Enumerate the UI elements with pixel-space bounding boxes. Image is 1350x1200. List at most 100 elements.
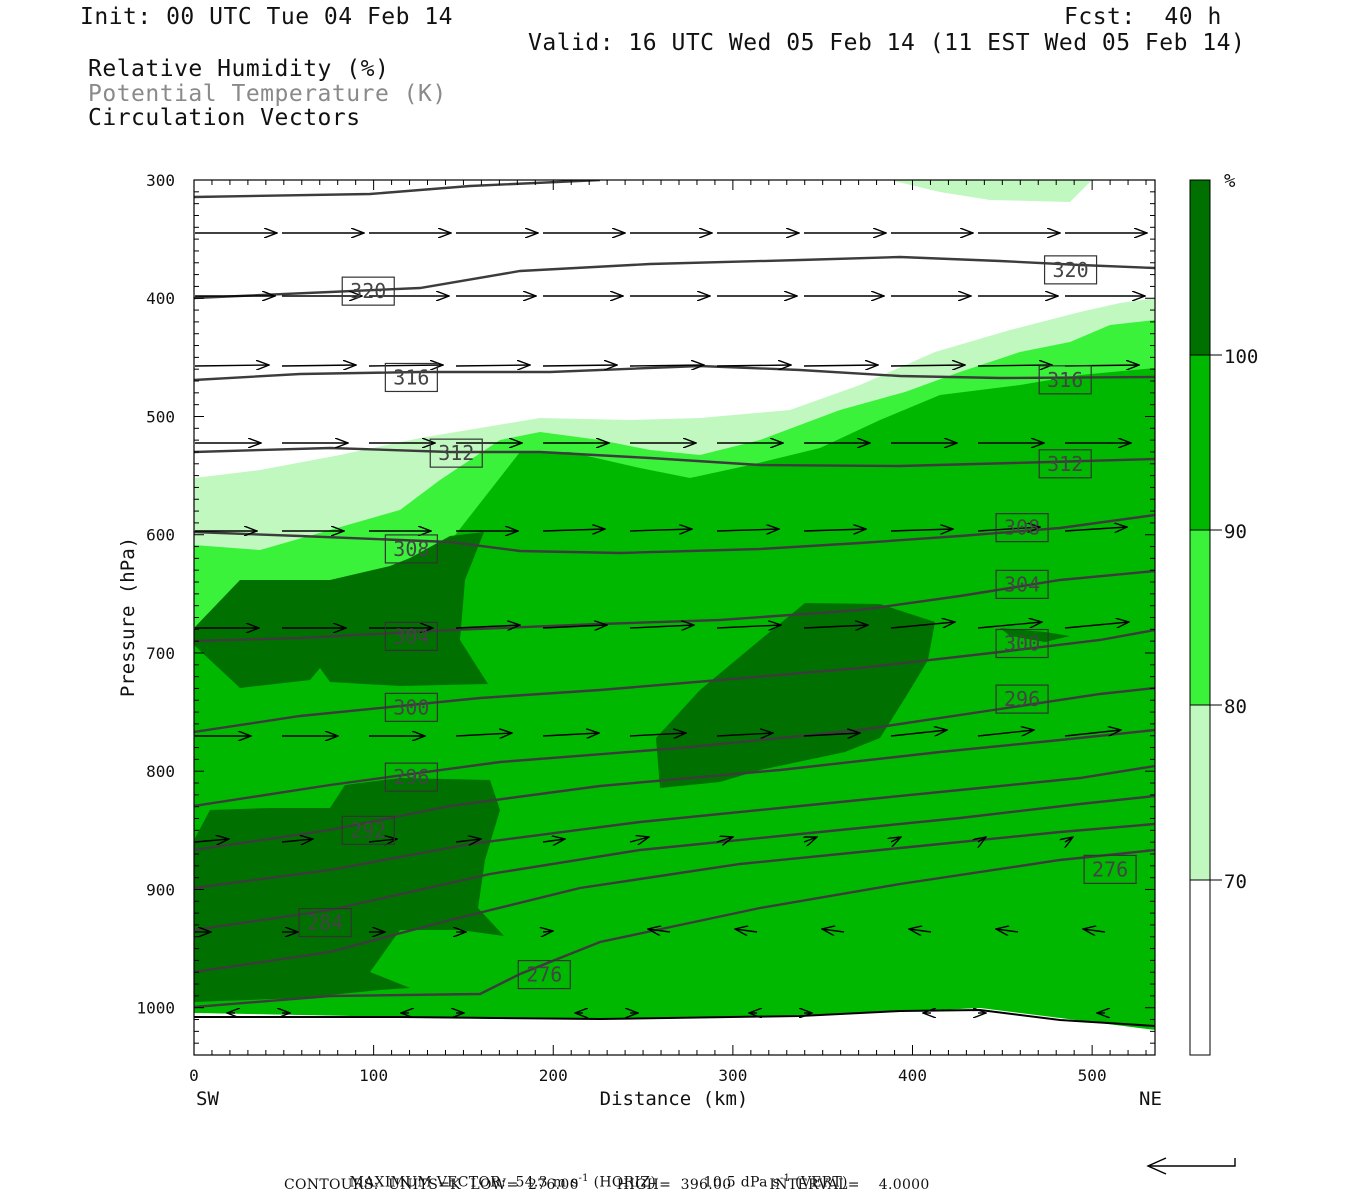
- theta-label: 296: [995, 684, 1049, 714]
- colorbar-level-label: 90: [1224, 521, 1247, 543]
- theta-label-box: [1043, 255, 1098, 285]
- circulation-vector: [977, 622, 1042, 629]
- theta-label-text: 320: [1053, 258, 1089, 282]
- circulation-vector: [1064, 622, 1129, 629]
- circulation-vector: [543, 931, 553, 932]
- theta-label: 300: [995, 628, 1049, 659]
- theta-label-text: 312: [438, 441, 474, 465]
- circulation-vector: [281, 839, 313, 842]
- theta-label: 292: [341, 815, 395, 845]
- theta-label-box: [384, 762, 438, 792]
- horiz-value: 54.3: [515, 1174, 548, 1191]
- theta-line-308: [194, 513, 1155, 555]
- horiz-exp: -1: [578, 1173, 589, 1184]
- theta-label-box: [384, 362, 438, 393]
- field-theta: Potential Temperature (K): [88, 81, 447, 107]
- circulation-vector: [542, 365, 617, 366]
- rh-shading: [194, 180, 1155, 1055]
- colorbar-swatch: [1189, 879, 1211, 1056]
- circulation-vector: [542, 529, 605, 531]
- reference-vector: [1146, 1157, 1236, 1175]
- circulation-vector: [716, 837, 733, 842]
- x-tick-label: 300: [718, 1066, 747, 1085]
- theta-label-box: [341, 276, 395, 306]
- theta-line-320: [194, 255, 1155, 300]
- theta-label: 316: [384, 362, 438, 393]
- circulation-vector: [890, 730, 947, 737]
- circulation-vector: [281, 365, 356, 366]
- colorbar-level-label: 80: [1224, 696, 1247, 718]
- rh-surface-strip: [194, 1008, 1155, 1055]
- circulation-vector: [1064, 730, 1121, 737]
- circulation-vector: [978, 837, 986, 842]
- colorbar-swatch: [1189, 354, 1211, 531]
- theta-label: 316: [1038, 365, 1092, 395]
- max-vector-label: MAXIMUM VECTOR:: [349, 1174, 506, 1191]
- vert-value: 10.5: [703, 1174, 736, 1191]
- y-tick-label: 900: [146, 880, 175, 899]
- theta-label: 276: [517, 959, 571, 990]
- colorbar-unit: %: [1224, 170, 1236, 192]
- axes-ticks: 0 100 200 300 400 500 300 400 500 600 700 800 900 100…: [136, 171, 1155, 1085]
- circulation-vector: [629, 529, 692, 531]
- theta-label-text: 296: [1004, 687, 1040, 711]
- rh-100-region-right-spot: [1000, 628, 1070, 642]
- x-tick-label: 500: [1078, 1066, 1107, 1085]
- circulation-vector: [542, 839, 565, 842]
- theta-label-text: 276: [526, 963, 562, 987]
- circulation-vector: [716, 625, 781, 628]
- x-tick-label: 200: [539, 1066, 568, 1085]
- circulation-vector: [890, 622, 955, 629]
- x-end-label-right: NE: [1139, 1088, 1162, 1110]
- theta-label-box: [1083, 854, 1137, 884]
- theta-label-box: [1038, 449, 1092, 479]
- colorbar-swatch: [1189, 179, 1211, 356]
- circulation-vector: [1065, 837, 1073, 842]
- theta-surface-line: [194, 1008, 1155, 1027]
- theta-label-text: 300: [393, 695, 429, 719]
- theta-label-box: [341, 815, 395, 845]
- theta-line-312: [194, 446, 1155, 468]
- colorbar-swatch: [1189, 529, 1211, 706]
- theta-label: 296: [384, 762, 438, 792]
- rh-100-region-lower-left: [194, 778, 504, 1002]
- x-end-label-left: SW: [196, 1088, 219, 1110]
- circulation-vector: [803, 733, 860, 736]
- circulation-vector: [996, 929, 1019, 932]
- x-tick-label: 100: [359, 1066, 388, 1085]
- theta-label-box: [384, 692, 438, 722]
- horiz-unit: m s: [552, 1174, 579, 1191]
- circulation-vector: [194, 365, 269, 366]
- theta-line-288: [194, 764, 1155, 890]
- circulation-vector: [455, 365, 530, 366]
- theta-label-text: 308: [1004, 516, 1040, 540]
- circulation-vector: [803, 365, 878, 366]
- circulation-vector: [803, 625, 868, 628]
- circulation-vector: [804, 837, 817, 842]
- theta-label: 276: [1083, 854, 1137, 884]
- vert-exp: -1: [779, 1173, 791, 1184]
- theta-label-box: [995, 569, 1049, 599]
- circulation-vector: [735, 929, 758, 932]
- theta-line-300: [194, 628, 1155, 734]
- circulation-vector: [455, 625, 520, 628]
- theta-label-text: 312: [1047, 452, 1083, 476]
- theta-label: 320: [1043, 255, 1098, 285]
- circulation-vector: [1083, 929, 1106, 932]
- circulation-vector: [648, 929, 671, 932]
- circulation-vector: [909, 929, 932, 932]
- theta-label-text: 292: [350, 818, 386, 842]
- y-tick-label: 700: [146, 644, 175, 663]
- horiz-tag: (HORIZ): [593, 1174, 657, 1191]
- theta-label-text: 316: [393, 365, 429, 389]
- circulation-vector: [716, 529, 779, 531]
- circulation-vector: [890, 365, 965, 366]
- theta-line-276: [194, 848, 1155, 1009]
- circulation-vector: [455, 733, 512, 736]
- theta-label-box: [384, 534, 438, 564]
- vert-tag: (VERT): [795, 1174, 848, 1191]
- y-tick-label: 400: [146, 289, 175, 308]
- rh-100-region-upper-left: [194, 532, 488, 688]
- theta-label: 304: [995, 569, 1049, 599]
- circulation-vector: [542, 625, 607, 628]
